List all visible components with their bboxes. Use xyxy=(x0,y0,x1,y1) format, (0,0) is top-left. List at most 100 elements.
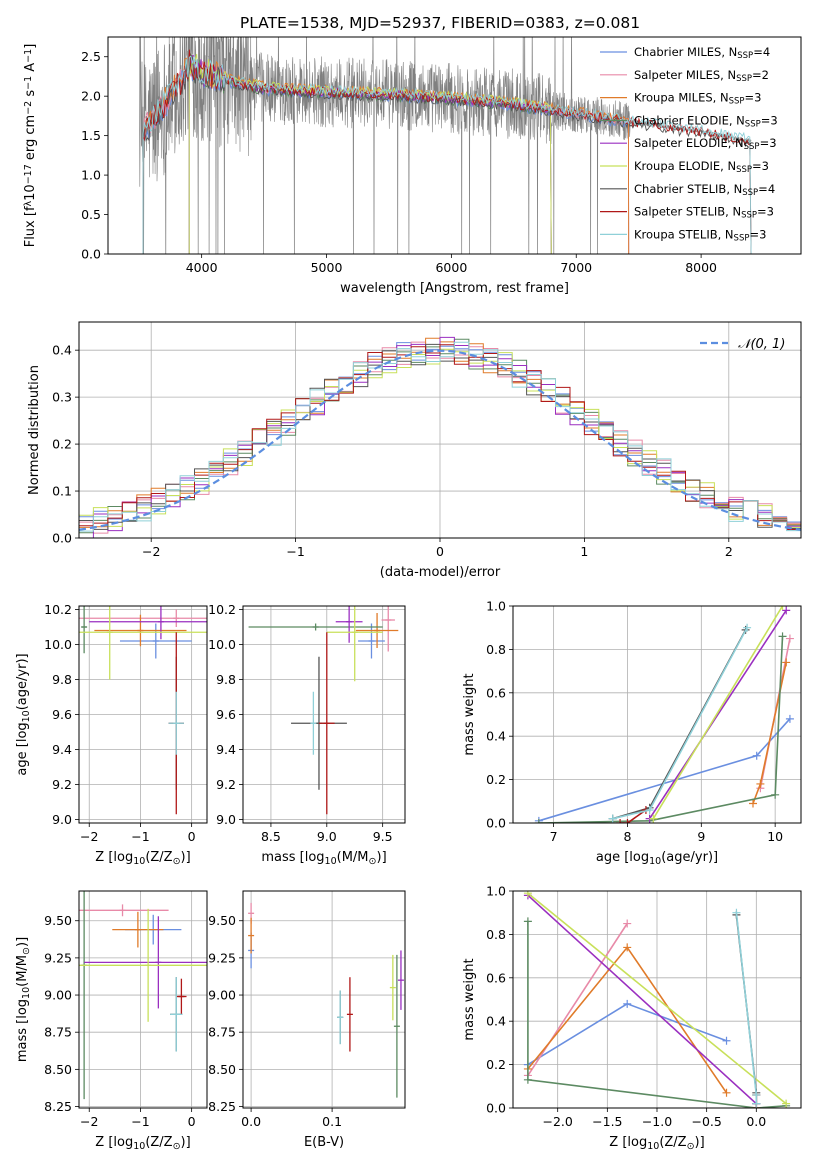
x-axis-label: Z [log10(Z/Z⊙)] xyxy=(95,1135,190,1152)
spectrum-axes: 4000 5000 6000 7000 8000 0.0 0.5 1.0 1.5 2.0 2.5 wa… xyxy=(23,36,802,296)
spectrum-panel: 4000 5000 6000 7000 8000 0.0 0.5 1.0 1.5 2.0 2.5 wa… xyxy=(23,36,802,296)
y-tick-label: 9.0 xyxy=(216,812,236,827)
y-tick-label: 0.8 xyxy=(486,927,506,942)
x-axis-label-part: (Z/Z xyxy=(145,1135,172,1150)
y-axis-label-part: mass [log xyxy=(15,999,30,1062)
x-axis-label-part: ⊙ xyxy=(369,856,377,867)
legend-nssp: 2 xyxy=(762,68,769,82)
errorbar-point xyxy=(89,606,207,640)
plus-marker xyxy=(623,943,632,952)
massweight-vs-Z-axes: −2.0 −1.5 −1.0 −0.5 0.0 0.0 0.2 0.4 0.6 0.8 1.0 Z [… xyxy=(462,884,802,1152)
x-axis-label: E(B-V) xyxy=(304,1135,344,1150)
y-axis-label-part: −17 xyxy=(23,164,34,184)
y-tick-label: 10.0 xyxy=(44,637,72,652)
errorbar-point xyxy=(79,606,207,680)
plus-marker xyxy=(771,790,780,799)
weight-line-chabrier-elodie xyxy=(527,921,787,1108)
plus-marker xyxy=(756,779,765,788)
plus-marker xyxy=(523,1075,532,1084)
weight-line-salpeter-miles xyxy=(527,923,628,1076)
y-tick-label: 8.75 xyxy=(208,1025,236,1040)
y-axis-label-part: s xyxy=(23,90,38,101)
errorbar-point xyxy=(318,632,335,815)
legend-sep: , N xyxy=(729,113,745,127)
x-axis-label: (data-model)/error xyxy=(380,565,501,580)
errorbar-point xyxy=(79,609,207,627)
x-axis-label-part: )] xyxy=(377,850,387,865)
y-tick-label: 8.75 xyxy=(44,1025,72,1040)
y-tick-label: 1.0 xyxy=(486,884,506,899)
age-vs-Z-panel: −2 −1 09.09.29.49.69.810.010.2Z [log10(Z/Z… xyxy=(15,602,208,867)
x-tick-label: 10 xyxy=(767,829,783,844)
plus-marker xyxy=(623,999,632,1008)
legend-sub: SSP xyxy=(744,142,760,152)
y-axis-label: age [log10(age/yr)] xyxy=(15,653,32,775)
legend-name: Kroupa MILES xyxy=(634,91,713,105)
legend-sep: , N xyxy=(713,91,729,105)
y-tick-label: 0.8 xyxy=(486,642,506,657)
y-tick-label: 2.0 xyxy=(81,89,101,104)
mass-vs-Z-frame xyxy=(78,890,208,1109)
x-axis-label-part: )] xyxy=(695,1135,705,1150)
weight-line-kroupa-elodie xyxy=(652,606,784,820)
plus-marker xyxy=(608,814,617,823)
model-line-chabrier-stelib xyxy=(142,53,752,254)
plus-marker xyxy=(752,1090,761,1099)
plus-marker xyxy=(785,714,794,723)
errorbar-point xyxy=(310,691,317,755)
legend-sep: , N xyxy=(728,136,744,150)
model-line-kroupa-stelib xyxy=(142,55,752,254)
legend-name: Salpeter ELODIE xyxy=(634,136,728,150)
legend-nssp: 3 xyxy=(767,205,774,219)
x-tick-label: 7000 xyxy=(560,260,592,275)
y-tick-label: 0.4 xyxy=(486,729,506,744)
x-tick-label: 7 xyxy=(550,829,558,844)
y-tick-label: 0.0 xyxy=(486,816,506,831)
legend-sub: SSP xyxy=(737,51,753,61)
x-tick-label: 2 xyxy=(725,544,733,559)
massweight-vs-Z-plot-area xyxy=(523,891,791,1108)
plus-marker xyxy=(782,1099,791,1108)
errorbar-point xyxy=(355,613,399,648)
y-axis-label-part: erg cm xyxy=(23,115,38,164)
y-axis-label-part: A xyxy=(23,63,38,76)
weight-line-salpeter-elodie xyxy=(648,609,787,820)
residuals-plot-area xyxy=(79,336,801,538)
weight-line-salpeter-elodie xyxy=(527,894,757,1105)
x-tick-label: 0.1 xyxy=(322,1114,342,1129)
legend-name: Salpeter STELIB xyxy=(634,205,725,219)
errorbar-point xyxy=(170,977,183,1052)
y-axis-label-part: )] xyxy=(15,937,30,947)
legend-name: Kroupa ELODIE xyxy=(634,159,720,173)
legend-name: Chabrier MILES xyxy=(634,45,721,59)
x-axis-label-part: ⊙ xyxy=(687,1141,695,1152)
y-tick-label: 0.0 xyxy=(81,247,101,262)
y-tick-label: 9.2 xyxy=(216,777,236,792)
y-axis-label-part: −2 xyxy=(23,101,34,115)
y-tick-label: 9.25 xyxy=(44,950,72,965)
x-tick-label: 0.0 xyxy=(241,1114,261,1129)
y-axis-label: mass [log10(M/M⊙)] xyxy=(15,937,32,1062)
y-axis-label-part: Flux [f xyxy=(23,206,38,247)
y-tick-label: 9.4 xyxy=(216,742,236,757)
plus-marker xyxy=(623,819,632,823)
y-tick-label: 10.2 xyxy=(208,602,236,617)
errorbar-point xyxy=(84,916,207,1009)
mass-vs-EBV-axes: 0.0 0.1 8.25 8.50 8.75 9.00 9.25 9.50 E(B-V) xyxy=(208,890,406,1150)
errorbar-point xyxy=(335,606,363,643)
model-line-kroupa-elodie xyxy=(188,53,552,254)
massweight-vs-age-frame xyxy=(512,605,802,824)
x-tick-label: −2.0 xyxy=(543,1114,573,1129)
age-vs-Z-plot-area xyxy=(79,606,207,815)
legend-entry: Kroupa STELIB, NSSP=3 xyxy=(634,227,766,243)
massweight-vs-Z-panel: −2.0 −1.5 −1.0 −0.5 0.0 0.0 0.2 0.4 0.6 0.8 1.0 Z [… xyxy=(462,884,802,1152)
legend-name: Kroupa STELIB xyxy=(634,227,718,241)
mass-vs-Z-panel: −2 −1 08.258.508.759.009.259.50Z [log10(Z/… xyxy=(15,890,208,1152)
x-axis-label-part: mass [log xyxy=(261,850,324,865)
plus-marker xyxy=(722,1036,731,1045)
plus-marker xyxy=(523,917,532,926)
y-tick-label: 1.5 xyxy=(81,128,101,143)
y-axis-label-part: −1 xyxy=(23,76,34,90)
plus-marker xyxy=(778,606,787,610)
